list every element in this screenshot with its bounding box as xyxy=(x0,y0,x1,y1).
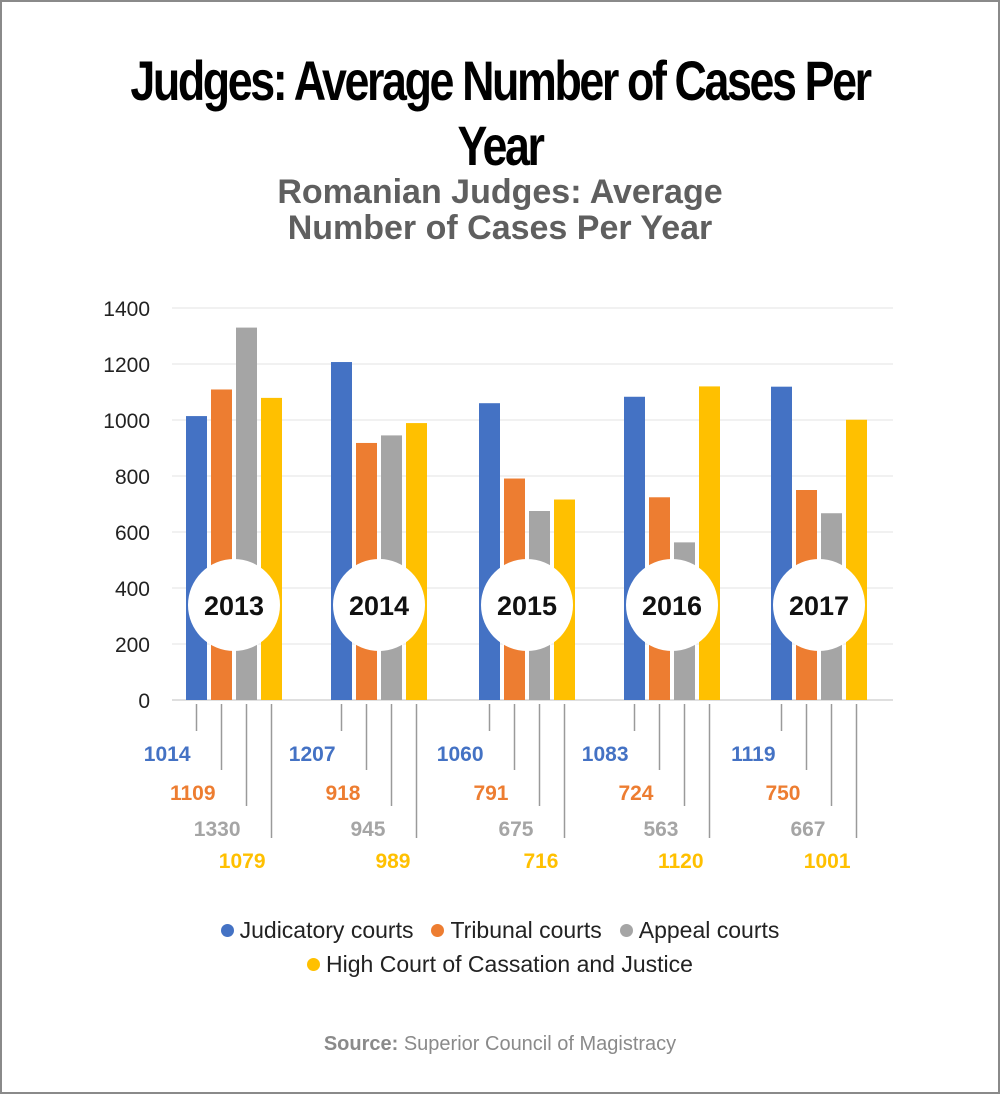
value-label: 563 xyxy=(643,818,678,841)
year-badge xyxy=(773,559,865,651)
legend-row-1: Judicatory courts Tribunal courts Appeal… xyxy=(0,913,1000,947)
value-label: 1060 xyxy=(437,743,484,766)
legend-item-judicatory: Judicatory courts xyxy=(220,916,414,944)
y-tick-label: 800 xyxy=(115,466,150,489)
y-tick-label: 1000 xyxy=(103,410,150,433)
chart-title: Romanian Judges: Average Number of Cases… xyxy=(0,174,1000,246)
x-tick-label: 2016 xyxy=(642,591,702,621)
legend-label-tribunal: Tribunal courts xyxy=(450,916,602,943)
value-label: 724 xyxy=(618,782,653,805)
value-label: 750 xyxy=(765,782,800,805)
source-note: Source: Superior Council of Magistracy xyxy=(0,1033,1000,1056)
source-label: Source: xyxy=(323,1033,399,1055)
year-badge xyxy=(481,559,573,651)
value-label: 1119 xyxy=(731,743,775,766)
value-label: 945 xyxy=(350,818,385,841)
legend-item-tribunal: Tribunal courts xyxy=(431,916,602,944)
legend-dot-icon xyxy=(220,923,234,937)
value-label: 1001 xyxy=(804,850,851,873)
x-tick-label: 2017 xyxy=(789,591,849,621)
legend-dot-icon xyxy=(307,957,321,971)
x-tick-label: 2014 xyxy=(349,591,409,621)
legend-label-appeal: Appeal courts xyxy=(638,916,780,943)
y-tick-label: 600 xyxy=(115,522,150,545)
chart-title-line-2: Number of Cases Per Year xyxy=(287,209,713,247)
year-badge xyxy=(188,559,280,651)
source-text: Superior Council of Magistracy xyxy=(403,1033,677,1055)
bar xyxy=(211,389,232,700)
year-badge xyxy=(333,559,425,651)
legend-label-judicatory: Judicatory courts xyxy=(239,916,414,943)
value-label: 675 xyxy=(498,818,533,841)
x-tick-label: 2013 xyxy=(204,591,264,621)
main-title: Judges: Average Number of Cases Per Year xyxy=(130,49,872,177)
bar xyxy=(624,396,645,700)
chart-title-line-1: Romanian Judges: Average xyxy=(277,173,723,211)
x-tick-label: 2015 xyxy=(497,591,557,621)
bar xyxy=(699,386,720,700)
bar xyxy=(186,416,207,700)
year-badge xyxy=(626,559,718,651)
value-label: 667 xyxy=(790,818,825,841)
y-tick-label: 200 xyxy=(115,634,150,657)
y-tick-label: 0 xyxy=(138,690,150,713)
legend-item-high-court: High Court of Cassation and Justice xyxy=(307,951,693,978)
value-label: 1330 xyxy=(194,818,241,841)
y-tick-label: 400 xyxy=(115,578,150,601)
value-label: 989 xyxy=(375,850,410,873)
value-label: 791 xyxy=(473,782,508,805)
legend-dot-icon xyxy=(431,923,445,937)
bar xyxy=(846,419,867,700)
value-label: 1109 xyxy=(170,782,216,805)
legend-item-appeal: Appeal courts xyxy=(619,916,780,944)
value-label: 1014 xyxy=(144,743,191,766)
value-label: 1079 xyxy=(219,850,266,873)
legend-row-2: High Court of Cassation and Justice xyxy=(0,947,1000,981)
value-label: 1120 xyxy=(658,850,704,873)
value-label: 1207 xyxy=(289,743,336,766)
bar xyxy=(331,362,352,700)
bar xyxy=(261,397,282,700)
legend-label-high-court: High Court of Cassation and Justice xyxy=(326,950,693,977)
value-label: 716 xyxy=(523,850,558,873)
bar-chart: 0 200 400 600 800 1000 1200 1400 1014 1109 1330 107… xyxy=(103,298,893,873)
y-tick-label: 1400 xyxy=(103,298,150,321)
value-label: 918 xyxy=(325,782,360,805)
y-tick-label: 1200 xyxy=(103,354,150,377)
value-label: 1083 xyxy=(582,743,629,766)
bar xyxy=(479,403,500,700)
legend-dot-icon xyxy=(619,923,633,937)
legend: Judicatory courts Tribunal courts Appeal… xyxy=(0,913,1000,981)
bar xyxy=(771,386,792,700)
bar xyxy=(406,423,427,700)
